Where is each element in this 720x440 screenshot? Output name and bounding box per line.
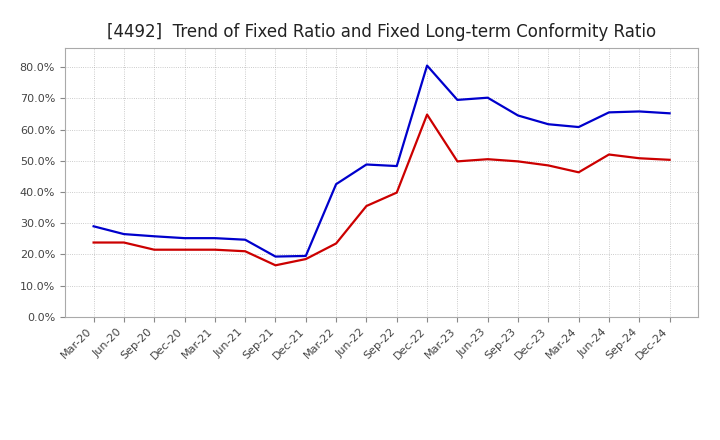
Fixed Long-term Conformity Ratio [120, 240, 128, 245]
Fixed Ratio [575, 125, 583, 130]
Fixed Ratio [513, 113, 522, 118]
Fixed Ratio [302, 253, 310, 259]
Fixed Ratio [423, 63, 431, 68]
Line: Fixed Ratio: Fixed Ratio [94, 66, 670, 257]
Fixed Long-term Conformity Ratio [210, 247, 219, 252]
Fixed Ratio [453, 97, 462, 103]
Fixed Long-term Conformity Ratio [665, 157, 674, 162]
Fixed Long-term Conformity Ratio [635, 156, 644, 161]
Fixed Ratio [89, 224, 98, 229]
Fixed Ratio [665, 111, 674, 116]
Fixed Ratio [635, 109, 644, 114]
Fixed Long-term Conformity Ratio [180, 247, 189, 252]
Fixed Long-term Conformity Ratio [332, 241, 341, 246]
Fixed Long-term Conformity Ratio [544, 163, 553, 168]
Fixed Long-term Conformity Ratio [392, 190, 401, 195]
Fixed Long-term Conformity Ratio [362, 203, 371, 209]
Fixed Ratio [544, 121, 553, 127]
Fixed Ratio [605, 110, 613, 115]
Fixed Ratio [362, 162, 371, 167]
Fixed Long-term Conformity Ratio [302, 257, 310, 262]
Fixed Ratio [332, 182, 341, 187]
Line: Fixed Long-term Conformity Ratio: Fixed Long-term Conformity Ratio [94, 114, 670, 265]
Fixed Ratio [180, 235, 189, 241]
Fixed Long-term Conformity Ratio [483, 157, 492, 162]
Fixed Long-term Conformity Ratio [241, 249, 250, 254]
Fixed Long-term Conformity Ratio [423, 112, 431, 117]
Title: [4492]  Trend of Fixed Ratio and Fixed Long-term Conformity Ratio: [4492] Trend of Fixed Ratio and Fixed Lo… [107, 23, 656, 41]
Fixed Long-term Conformity Ratio [453, 159, 462, 164]
Fixed Long-term Conformity Ratio [605, 152, 613, 157]
Fixed Ratio [483, 95, 492, 100]
Fixed Ratio [150, 234, 158, 239]
Fixed Long-term Conformity Ratio [513, 159, 522, 164]
Fixed Ratio [120, 231, 128, 237]
Fixed Ratio [392, 163, 401, 169]
Fixed Long-term Conformity Ratio [89, 240, 98, 245]
Fixed Long-term Conformity Ratio [150, 247, 158, 252]
Fixed Ratio [241, 237, 250, 242]
Fixed Ratio [271, 254, 280, 259]
Fixed Ratio [210, 235, 219, 241]
Fixed Long-term Conformity Ratio [271, 263, 280, 268]
Fixed Long-term Conformity Ratio [575, 170, 583, 175]
